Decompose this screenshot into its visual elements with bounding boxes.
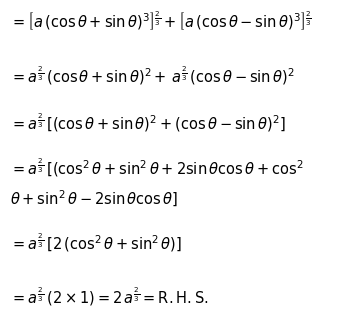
Text: $= a^{\frac{2}{3}}\,[(\cos^2\theta+\sin^2\theta+2\sin\theta\cos\theta+\cos^2$: $= a^{\frac{2}{3}}\,[(\cos^2\theta+\sin^… [10,156,304,179]
Text: $= a^{\frac{2}{3}}\,(2\times 1)=2\,a^{\frac{2}{3}}=\mathrm{R.H.S.}$: $= a^{\frac{2}{3}}\,(2\times 1)=2\,a^{\f… [10,285,209,308]
Text: $= a^{\frac{2}{3}}\,[(\cos\theta+\sin\theta)^2+(\cos\theta-\sin\theta)^2]$: $= a^{\frac{2}{3}}\,[(\cos\theta+\sin\th… [10,111,286,134]
Text: $= a^{\frac{2}{3}}\,[2\,(\cos^2\theta+\sin^2\theta)]$: $= a^{\frac{2}{3}}\,[2\,(\cos^2\theta+\s… [10,231,182,254]
Text: $= \left[a\,(\cos\theta+\sin\theta)^3\right]^{\frac{2}{3}}+\left[a\,(\cos\theta-: $= \left[a\,(\cos\theta+\sin\theta)^3\ri… [10,10,313,34]
Text: $\theta+\sin^2\theta-2\sin\theta\cos\theta]$: $\theta+\sin^2\theta-2\sin\theta\cos\the… [10,189,179,209]
Text: $= a^{\frac{2}{3}}\,(\cos\theta+\sin\theta)^2+\,a^{\frac{2}{3}}\,(\cos\theta-\si: $= a^{\frac{2}{3}}\,(\cos\theta+\sin\the… [10,64,295,87]
